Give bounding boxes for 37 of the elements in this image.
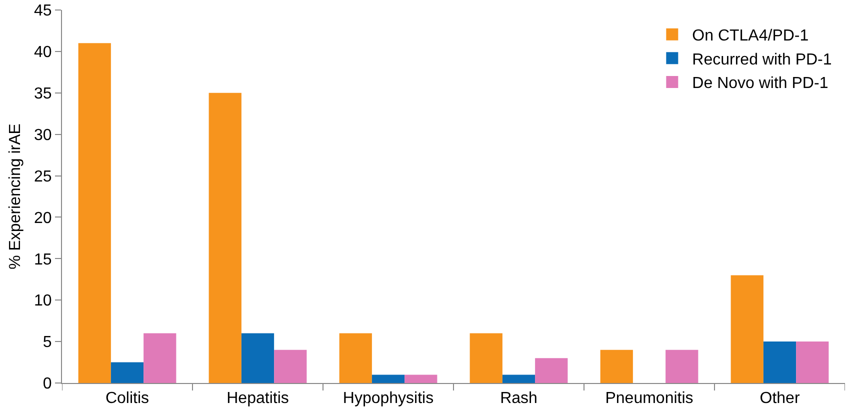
bar [730, 275, 764, 383]
y-tick-label: 40 [34, 44, 52, 62]
bar [470, 333, 502, 383]
x-tick-label: Hepatitis [226, 390, 289, 408]
bar [372, 374, 405, 383]
bar [144, 333, 176, 383]
x-tick-label: Hypophysitis [342, 390, 434, 408]
x-tick-label: Other [760, 390, 800, 408]
bar [208, 92, 242, 383]
legend-label: De Novo with PD-1 [692, 75, 828, 92]
bar [404, 374, 438, 383]
x-tick-label: Rash [500, 390, 538, 408]
bar [241, 333, 274, 383]
y-tick-label: 10 [34, 292, 52, 310]
bar [535, 358, 568, 383]
bar [274, 350, 307, 383]
bar [763, 342, 796, 383]
y-axis-title: % Experiencing irAE [7, 124, 24, 270]
y-tick-label: 45 [34, 2, 52, 20]
y-tick-label: 15 [34, 251, 52, 268]
bar [502, 374, 536, 383]
bar [78, 43, 111, 383]
bar [110, 362, 144, 383]
y-tick-label: 5 [42, 334, 52, 352]
x-tick-label: Pneumonitis [605, 390, 694, 408]
y-tick-label: 35 [34, 85, 52, 102]
legend-label: On CTLA4/PD-1 [692, 28, 809, 45]
bar [600, 350, 633, 383]
bar [339, 333, 372, 383]
x-tick-label: Colitis [105, 390, 150, 408]
legend-label: Recurred with PD-1 [692, 51, 832, 68]
bar [796, 342, 829, 383]
y-tick-label: 0 [42, 376, 52, 393]
y-tick-label: 25 [34, 168, 52, 186]
y-tick-label: 20 [34, 210, 52, 227]
y-tick-label: 30 [34, 126, 52, 144]
bar [666, 350, 698, 383]
